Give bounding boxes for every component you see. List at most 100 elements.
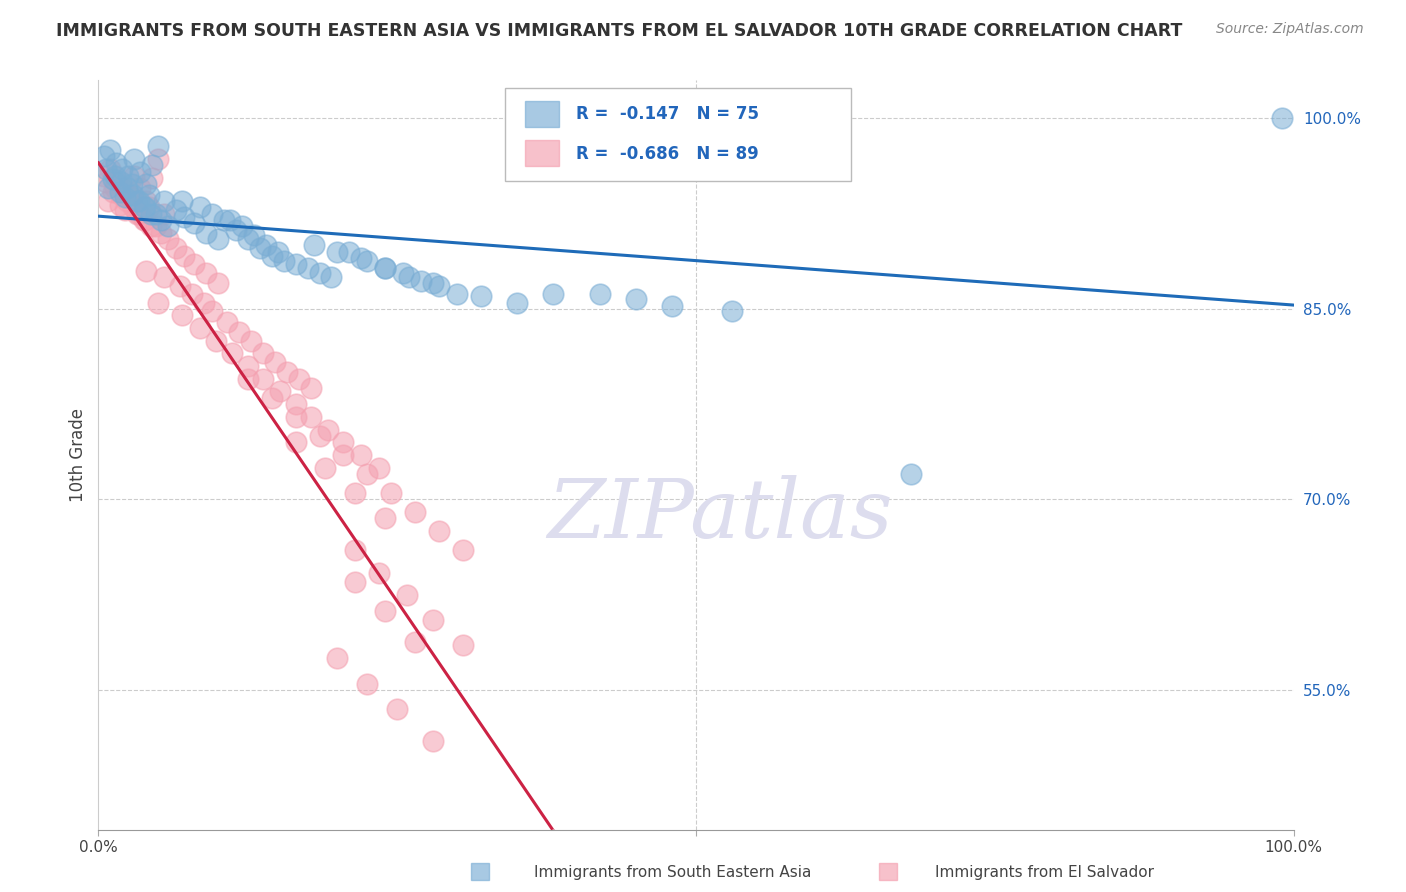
Point: [115, 181, 138, 195]
Point: [104, 169, 127, 183]
Point: [260, 391, 283, 405]
Point: [134, 213, 156, 227]
Point: [204, 334, 226, 348]
Point: [153, 206, 176, 220]
Point: [422, 613, 444, 627]
Point: [141, 171, 163, 186]
Point: [122, 187, 145, 202]
Text: R =  -0.686   N = 89: R = -0.686 N = 89: [576, 145, 759, 162]
Point: [111, 181, 134, 195]
Point: [110, 175, 132, 189]
Point: [98, 143, 122, 157]
Point: [273, 253, 295, 268]
Point: [169, 279, 191, 293]
Point: [165, 202, 187, 217]
Point: [104, 181, 127, 195]
Point: [114, 202, 136, 217]
Point: [249, 241, 271, 255]
Point: [149, 226, 172, 240]
Point: [153, 194, 176, 208]
Point: [721, 304, 744, 318]
Point: [148, 139, 170, 153]
Point: [173, 248, 195, 262]
Point: [105, 175, 128, 189]
Point: [212, 213, 235, 227]
Point: [404, 505, 426, 519]
Point: [398, 270, 420, 285]
Point: [321, 270, 343, 285]
Point: [392, 266, 415, 280]
Point: [93, 169, 115, 183]
Point: [139, 206, 162, 220]
Point: [284, 435, 307, 450]
Point: [308, 429, 330, 443]
Point: [124, 152, 146, 166]
Point: [411, 274, 433, 288]
Point: [302, 238, 325, 252]
Text: R =  -0.147   N = 75: R = -0.147 N = 75: [576, 105, 759, 123]
Point: [374, 511, 396, 525]
Point: [661, 299, 683, 313]
Point: [145, 206, 167, 220]
Point: [217, 315, 239, 329]
Point: [356, 253, 378, 268]
Text: Immigrants from El Salvador: Immigrants from El Salvador: [935, 865, 1154, 880]
Point: [188, 200, 211, 214]
Point: [108, 185, 131, 199]
Point: [344, 543, 367, 558]
Point: [128, 206, 150, 220]
Point: [207, 277, 229, 291]
Point: [264, 355, 287, 369]
Point: [148, 295, 170, 310]
Point: [470, 289, 492, 303]
Point: [254, 238, 277, 252]
Point: [105, 156, 128, 170]
Point: [368, 566, 391, 580]
Point: [404, 634, 426, 648]
Point: [541, 286, 564, 301]
Point: [332, 448, 354, 462]
Point: [243, 228, 266, 243]
Point: [139, 219, 162, 234]
Point: [129, 165, 152, 179]
Point: [172, 308, 194, 322]
Point: [172, 194, 194, 208]
Point: [267, 244, 290, 259]
Point: [356, 467, 378, 481]
Point: [368, 460, 391, 475]
Point: [451, 639, 474, 653]
Point: [260, 248, 283, 262]
Point: [132, 213, 155, 227]
Point: [125, 206, 148, 220]
Point: [111, 162, 134, 177]
Point: [374, 261, 396, 276]
Text: ZIPatlas: ZIPatlas: [547, 475, 893, 555]
Point: [308, 266, 330, 280]
Point: [129, 181, 152, 195]
Point: [344, 574, 367, 589]
Point: [115, 194, 138, 208]
Point: [315, 460, 337, 475]
Point: [153, 270, 176, 285]
Point: [427, 279, 450, 293]
Point: [183, 215, 205, 229]
Point: [236, 232, 259, 246]
Point: [350, 448, 373, 462]
Point: [299, 409, 322, 424]
Point: [284, 409, 307, 424]
Point: [626, 292, 648, 306]
Point: [332, 435, 354, 450]
Point: [117, 187, 139, 202]
Point: [110, 187, 132, 202]
Point: [156, 232, 179, 246]
Point: [326, 244, 349, 259]
Point: [156, 219, 179, 234]
Point: [427, 524, 450, 538]
Point: [101, 172, 124, 186]
FancyBboxPatch shape: [524, 140, 558, 167]
Point: [236, 372, 259, 386]
Text: Source: ZipAtlas.com: Source: ZipAtlas.com: [1216, 22, 1364, 37]
Point: [117, 169, 139, 183]
Text: Immigrants from South Eastern Asia: Immigrants from South Eastern Asia: [534, 865, 811, 880]
Point: [506, 295, 529, 310]
